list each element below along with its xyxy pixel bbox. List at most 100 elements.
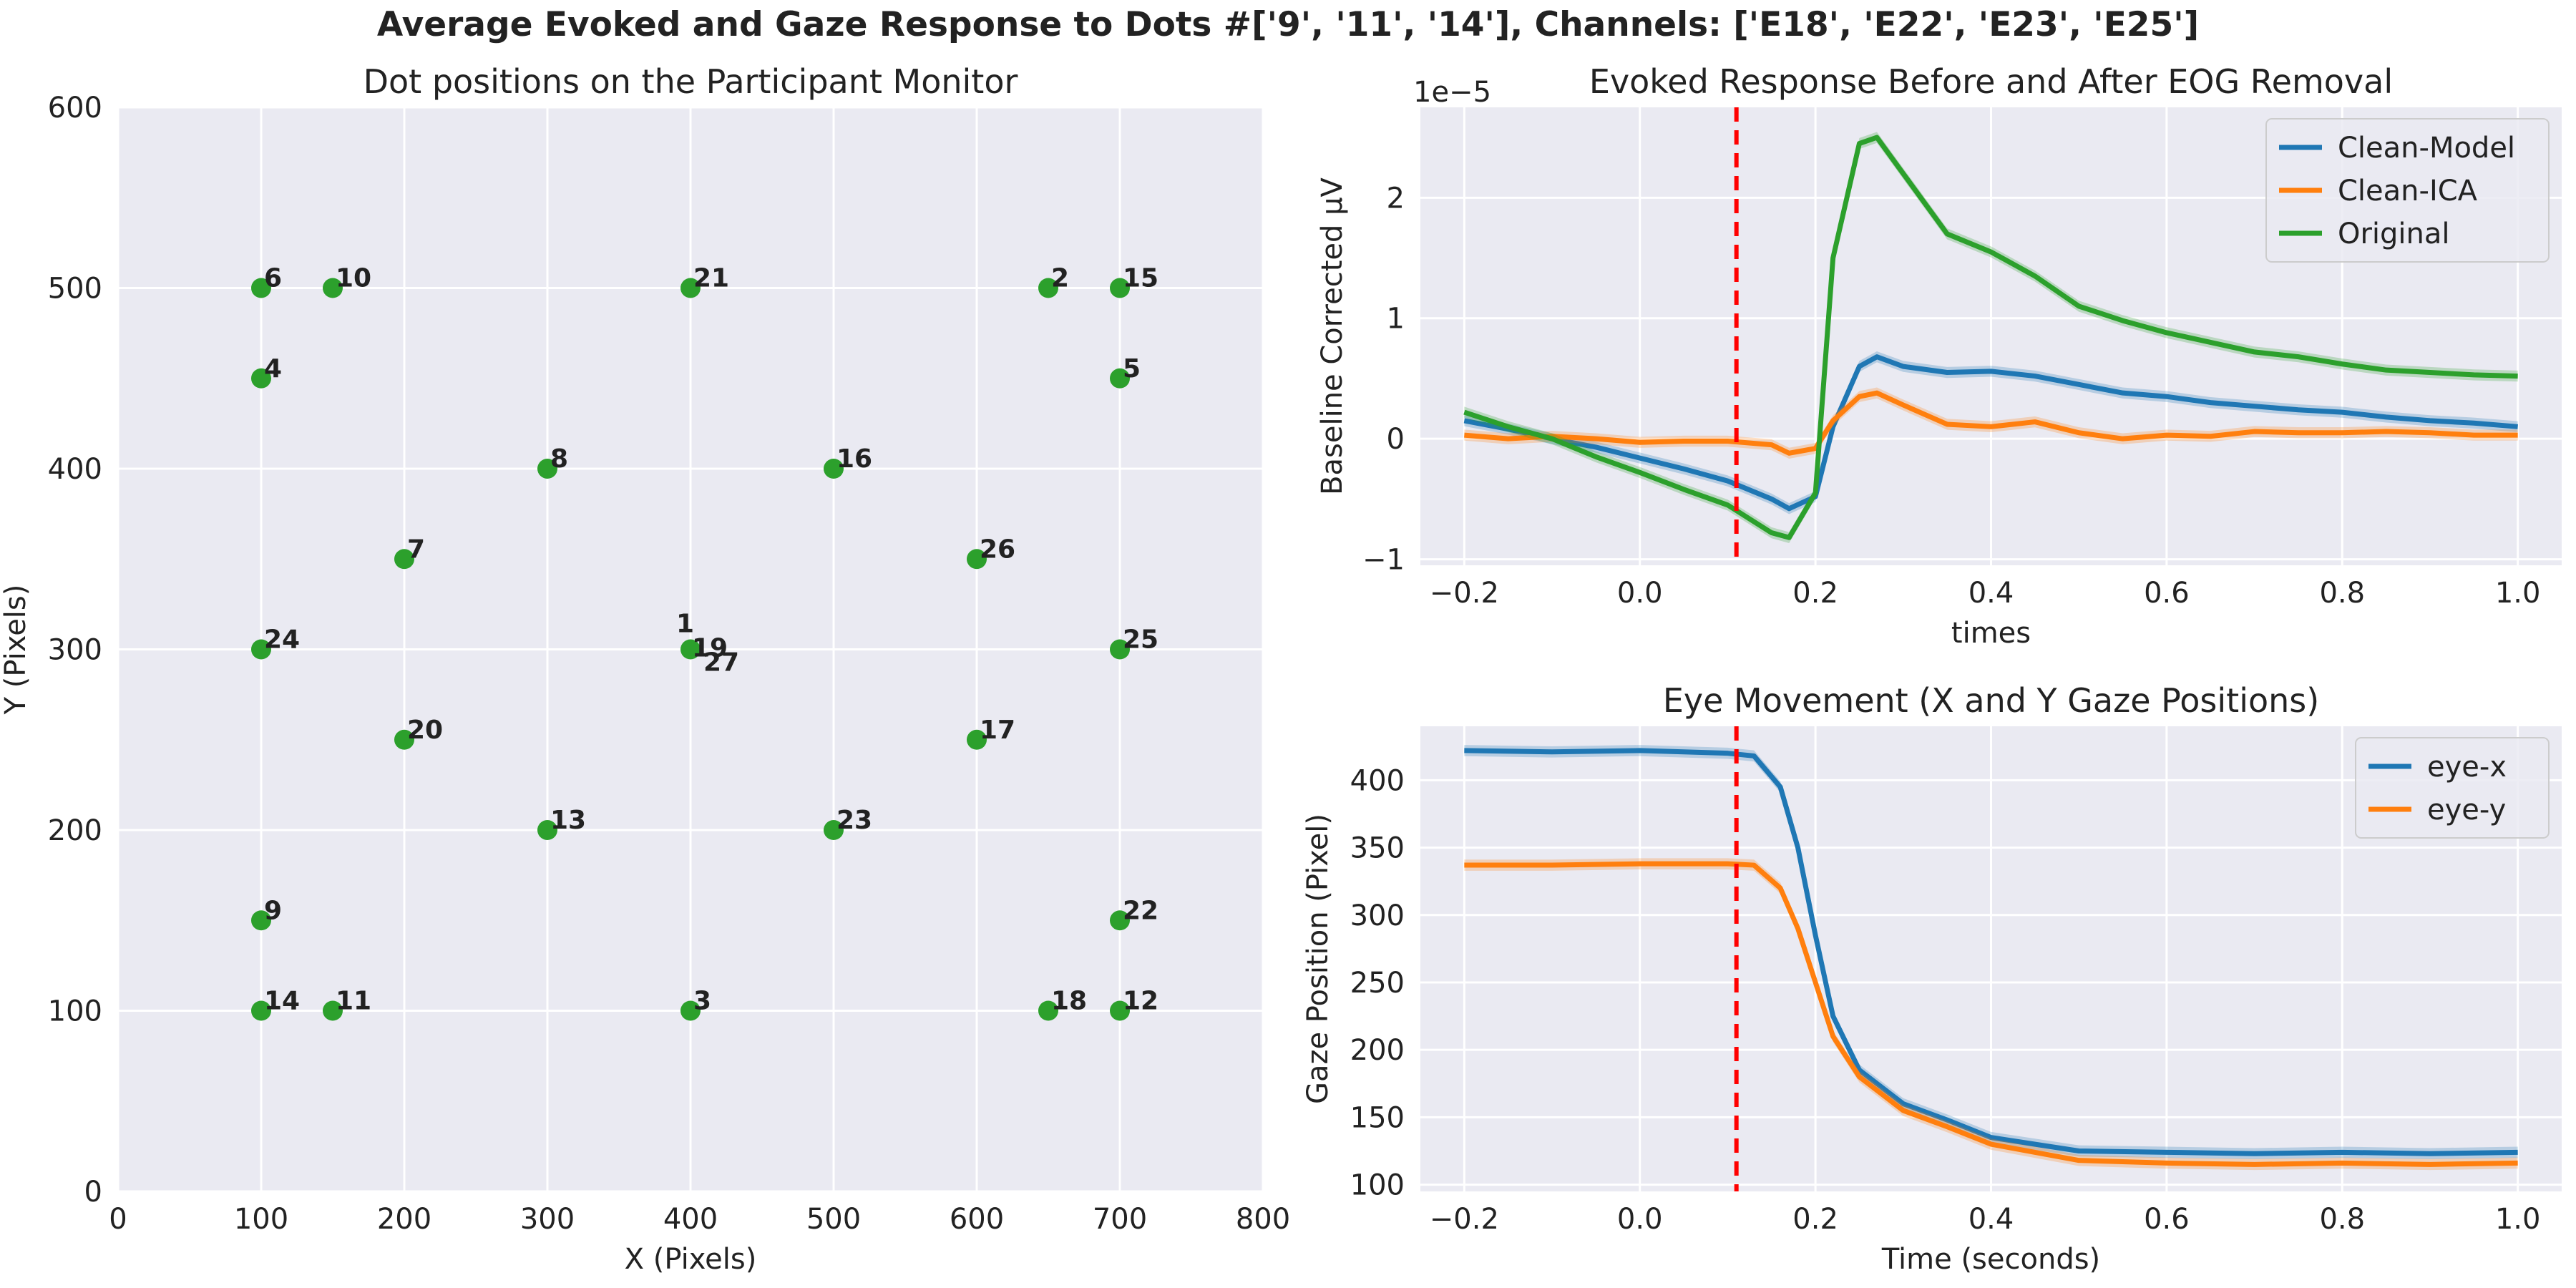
dot-marker — [1038, 1000, 1058, 1021]
y-tick-label: 150 — [1350, 1101, 1405, 1134]
dot-marker — [394, 729, 414, 750]
dot-label: 6 — [264, 264, 282, 293]
y-tick-label: 600 — [48, 92, 102, 125]
dot-label: 26 — [980, 535, 1015, 564]
dot-label: 2 — [1051, 264, 1069, 293]
gaze-y-axis-label: Gaze Position (Pixel) — [1302, 814, 1335, 1104]
x-tick-label: 100 — [234, 1203, 288, 1236]
y-tick-label: 200 — [48, 814, 102, 847]
legend-label: Clean-ICA — [2338, 175, 2478, 208]
x-tick-label: 400 — [663, 1203, 718, 1236]
scatter-x-axis-label: X (Pixels) — [625, 1243, 757, 1276]
dot-marker — [1110, 1000, 1130, 1021]
gaze-x-ticks: −0.2 0.0 0.2 0.4 0.6 0.8 1.0 — [1430, 1203, 2541, 1236]
legend-box — [2355, 737, 2550, 839]
legend-label: Original — [2338, 218, 2450, 250]
x-tick-label: 0.6 — [2144, 577, 2190, 610]
y-tick-label: 1 — [1387, 303, 1405, 336]
y-tick-label: 100 — [1350, 1169, 1405, 1202]
dot-label: 19 — [692, 634, 728, 663]
dot-label: 4 — [264, 354, 282, 384]
x-tick-label: 0.8 — [2319, 1203, 2365, 1236]
x-tick-label: 0.4 — [1968, 577, 2014, 610]
dot-marker — [537, 820, 557, 840]
evoked-panel: −0.2 0.0 0.2 0.4 0.6 0.8 1.0 −1 0 1 2 Clean-Model… — [1316, 62, 2562, 650]
evoked-legend: Clean-Model Clean-ICA Original — [2265, 118, 2550, 263]
dot-marker — [1110, 368, 1130, 389]
dot-label: 21 — [693, 264, 729, 293]
dot-label: 5 — [1123, 354, 1141, 384]
x-tick-label: 0.6 — [2144, 1203, 2190, 1236]
y-tick-label: 0 — [84, 1176, 102, 1209]
gaze-series — [1464, 745, 2518, 1171]
evoked-offset-text: 1e−5 — [1413, 76, 1491, 109]
dot-marker — [824, 459, 844, 479]
scatter-y-ticks: 0 100 200 300 400 500 600 — [48, 92, 102, 1209]
x-tick-label: 700 — [1093, 1203, 1147, 1236]
y-tick-label: 350 — [1350, 832, 1405, 865]
dot-label: 10 — [336, 264, 371, 293]
dot-marker — [537, 459, 557, 479]
dot-label: 18 — [1051, 987, 1087, 1016]
x-tick-label: 0.4 — [1968, 1203, 2014, 1236]
x-tick-label: 0.2 — [1792, 1203, 1838, 1236]
x-tick-label: 1.0 — [2495, 1203, 2541, 1236]
gaze-grid — [1420, 726, 2562, 1191]
dot-marker — [251, 278, 271, 298]
x-tick-label: 0.0 — [1617, 577, 1663, 610]
evoked-title: Evoked Response Before and After EOG Rem… — [1589, 62, 2393, 101]
dot-marker — [1110, 910, 1130, 931]
dot-marker — [323, 278, 343, 298]
dot-marker — [323, 1000, 343, 1021]
x-tick-label: −0.2 — [1430, 1203, 1499, 1236]
x-tick-label: 0 — [109, 1203, 127, 1236]
y-tick-label: 100 — [48, 995, 102, 1028]
scatter-y-axis-label: Y (Pixels) — [0, 585, 32, 716]
dot-label: 3 — [693, 987, 711, 1016]
dot-label: 8 — [550, 444, 568, 474]
dot-marker — [394, 549, 414, 570]
x-tick-label: 1.0 — [2495, 577, 2541, 610]
gaze-x-axis-label: Time (seconds) — [1881, 1243, 2100, 1276]
dot-marker — [251, 910, 271, 931]
dot-label: 17 — [980, 716, 1015, 745]
dot-label: 1 — [676, 610, 694, 639]
dot-label: 23 — [836, 806, 872, 835]
x-tick-label: 0.0 — [1617, 1203, 1663, 1236]
x-tick-label: 0.2 — [1792, 577, 1838, 610]
dot-label: 14 — [264, 987, 300, 1016]
y-tick-label: 300 — [1350, 899, 1405, 932]
y-tick-label: 400 — [48, 453, 102, 486]
figure-suptitle: Average Evoked and Gaze Response to Dots… — [377, 5, 2199, 44]
series-line — [1464, 390, 2518, 456]
dot-marker — [251, 639, 271, 660]
series-line — [1463, 354, 2518, 512]
series-line — [1464, 748, 2518, 1156]
y-tick-label: 400 — [1350, 764, 1405, 797]
dot-label: 15 — [1123, 264, 1158, 293]
y-tick-label: 300 — [48, 634, 102, 667]
dot-marker — [824, 820, 844, 840]
dot-marker — [1038, 278, 1058, 298]
dot-marker — [967, 549, 987, 570]
dot-marker — [967, 729, 987, 750]
dot-label: 24 — [264, 625, 300, 655]
x-tick-label: 600 — [950, 1203, 1004, 1236]
dot-label: 25 — [1123, 625, 1158, 655]
x-tick-label: −0.2 — [1430, 577, 1499, 610]
x-tick-label: 200 — [377, 1203, 431, 1236]
scatter-title: Dot positions on the Participant Monitor — [364, 62, 1018, 101]
y-tick-label: 500 — [48, 273, 102, 306]
evoked-x-axis-label: times — [1951, 617, 2031, 650]
y-tick-label: 0 — [1387, 423, 1405, 456]
scatter-panel: 0 100 200 300 400 500 600 700 800 0 100 200 300 400 5… — [0, 62, 1290, 1276]
dot-marker — [251, 1000, 271, 1021]
gaze-title: Eye Movement (X and Y Gaze Positions) — [1663, 681, 2319, 720]
x-tick-label: 0.8 — [2319, 577, 2365, 610]
evoked-y-ticks: −1 0 1 2 — [1362, 182, 1405, 576]
evoked-y-axis-label: Baseline Corrected µV — [1316, 177, 1349, 494]
y-tick-label: 250 — [1350, 967, 1405, 1000]
gaze-y-ticks: 100 150 200 250 300 350 400 — [1350, 764, 1405, 1201]
dot-label: 9 — [264, 896, 282, 925]
